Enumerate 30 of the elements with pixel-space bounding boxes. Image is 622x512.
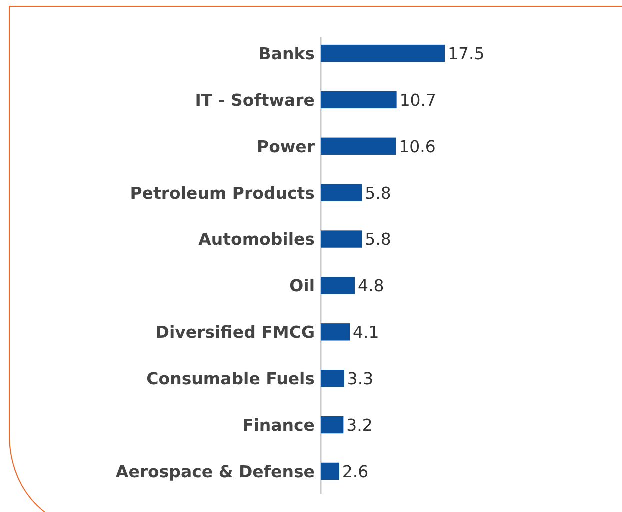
data-label: 17.5 (448, 44, 485, 64)
y-tick-label: Automobiles (198, 230, 316, 250)
data-label: 5.8 (365, 184, 392, 203)
bar (321, 184, 362, 202)
y-tick-label: IT - Software (195, 90, 315, 110)
data-label: 3.2 (346, 416, 373, 435)
y-tick-label: Petroleum Products (130, 184, 316, 203)
y-tick-label: Consumable Fuels (146, 370, 316, 389)
y-tick-label: Oil (290, 276, 315, 296)
y-tick-label: Aerospace & Defense (116, 462, 315, 482)
y-tick-label: Banks (258, 44, 316, 64)
y-tick-label: Power (257, 137, 316, 156)
data-label: 4.8 (358, 276, 384, 296)
y-tick-label: Diversified FMCG (156, 323, 315, 342)
bar (321, 138, 396, 155)
data-label: 3.3 (347, 370, 374, 389)
data-label: 5.8 (365, 230, 392, 250)
bar (321, 44, 445, 62)
data-label: 10.6 (399, 137, 436, 156)
data-label: 10.7 (400, 90, 437, 110)
y-tick-label: Finance (242, 416, 315, 435)
bar (321, 370, 344, 388)
data-label: 2.6 (342, 462, 369, 482)
bar (321, 277, 356, 294)
bar (321, 324, 350, 341)
bar (321, 91, 397, 109)
bar (321, 230, 362, 248)
bar (321, 462, 340, 480)
data-label: 4.1 (353, 323, 380, 342)
bar (321, 416, 344, 434)
